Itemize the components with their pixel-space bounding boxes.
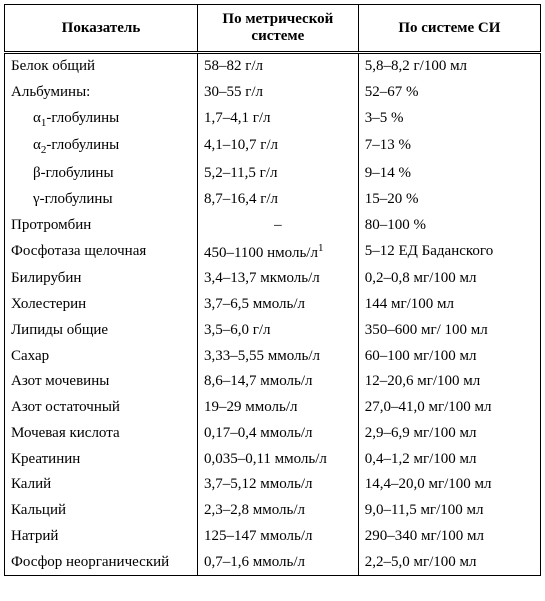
col-header-si: По системе СИ	[358, 5, 540, 53]
cell-indicator: Калий	[5, 472, 198, 498]
table-row: γ-глобулины8,7–16,4 г/л15–20 %	[5, 187, 541, 213]
cell-indicator: Мочевая кислота	[5, 421, 198, 447]
table-row: Натрий125–147 ммоль/л290–340 мг/100 мл	[5, 524, 541, 550]
cell-metric: 0,7–1,6 ммоль/л	[197, 550, 358, 576]
cell-indicator: Натрий	[5, 524, 198, 550]
cell-indicator: Кальций	[5, 498, 198, 524]
cell-si: 7–13 %	[358, 133, 540, 161]
cell-si: 0,4–1,2 мг/100 мл	[358, 447, 540, 473]
cell-indicator: Фосфор неорганический	[5, 550, 198, 576]
table-row: α1-глобулины1,7–4,1 г/л3–5 %	[5, 106, 541, 134]
table-row: Белок общий58–82 г/л5,8–8,2 г/100 мл	[5, 53, 541, 80]
table-row: Липиды общие3,5–6,0 г/л350–600 мг/ 100 м…	[5, 318, 541, 344]
table-row: Азот мочевины8,6–14,7 ммоль/л12–20,6 мг/…	[5, 369, 541, 395]
table-row: Азот остаточный19–29 ммоль/л27,0–41,0 мг…	[5, 395, 541, 421]
table-row: Калий3,7–5,12 ммоль/л14,4–20,0 мг/100 мл	[5, 472, 541, 498]
cell-indicator: Азот остаточный	[5, 395, 198, 421]
cell-metric: 8,6–14,7 ммоль/л	[197, 369, 358, 395]
col-header-metric: По метрической системе	[197, 5, 358, 53]
table-row: Кальций2,3–2,8 ммоль/л9,0–11,5 мг/100 мл	[5, 498, 541, 524]
cell-si: 350–600 мг/ 100 мл	[358, 318, 540, 344]
cell-indicator: α1-глобулины	[5, 106, 198, 134]
cell-metric: 3,7–6,5 ммоль/л	[197, 292, 358, 318]
cell-si: 5–12 ЕД Баданского	[358, 239, 540, 267]
cell-indicator: Сахар	[5, 344, 198, 370]
cell-metric: 0,17–0,4 ммоль/л	[197, 421, 358, 447]
table-row: Креатинин0,035–0,11 ммоль/л0,4–1,2 мг/10…	[5, 447, 541, 473]
cell-indicator: Холестерин	[5, 292, 198, 318]
cell-metric: 8,7–16,4 г/л	[197, 187, 358, 213]
cell-metric: 450–1100 нмоль/л1	[197, 239, 358, 267]
cell-metric: 3,5–6,0 г/л	[197, 318, 358, 344]
table-row: Билирубин3,4–13,7 мкмоль/л0,2–0,8 мг/100…	[5, 266, 541, 292]
table-row: Мочевая кислота0,17–0,4 ммоль/л2,9–6,9 м…	[5, 421, 541, 447]
cell-indicator: Билирубин	[5, 266, 198, 292]
cell-metric: 3,7–5,12 ммоль/л	[197, 472, 358, 498]
cell-indicator: Липиды общие	[5, 318, 198, 344]
reference-table: Показатель По метрической системе По сис…	[4, 4, 541, 576]
cell-indicator: Креатинин	[5, 447, 198, 473]
cell-metric: 2,3–2,8 ммоль/л	[197, 498, 358, 524]
cell-si: 27,0–41,0 мг/100 мл	[358, 395, 540, 421]
cell-metric: 0,035–0,11 ммоль/л	[197, 447, 358, 473]
table-row: Фосфор неорганический0,7–1,6 ммоль/л2,2–…	[5, 550, 541, 576]
cell-si: 60–100 мг/100 мл	[358, 344, 540, 370]
cell-metric: 5,2–11,5 г/л	[197, 161, 358, 187]
col-header-indicator: Показатель	[5, 5, 198, 53]
cell-si: 0,2–0,8 мг/100 мл	[358, 266, 540, 292]
cell-indicator: Белок общий	[5, 53, 198, 80]
cell-metric: 19–29 ммоль/л	[197, 395, 358, 421]
cell-si: 80–100 %	[358, 213, 540, 239]
cell-indicator: Протромбин	[5, 213, 198, 239]
cell-si: 15–20 %	[358, 187, 540, 213]
cell-si: 144 мг/100 мл	[358, 292, 540, 318]
cell-indicator: β-глобулины	[5, 161, 198, 187]
cell-si: 9,0–11,5 мг/100 мл	[358, 498, 540, 524]
cell-indicator: Альбумины:	[5, 80, 198, 106]
cell-metric: 1,7–4,1 г/л	[197, 106, 358, 134]
table-row: α2-глобулины4,1–10,7 г/л7–13 %	[5, 133, 541, 161]
cell-metric: 30–55 г/л	[197, 80, 358, 106]
cell-si: 9–14 %	[358, 161, 540, 187]
table-row: β-глобулины5,2–11,5 г/л9–14 %	[5, 161, 541, 187]
cell-si: 52–67 %	[358, 80, 540, 106]
cell-metric: 58–82 г/л	[197, 53, 358, 80]
cell-metric: 125–147 ммоль/л	[197, 524, 358, 550]
cell-si: 5,8–8,2 г/100 мл	[358, 53, 540, 80]
table-header: Показатель По метрической системе По сис…	[5, 5, 541, 53]
table-row: Альбумины:30–55 г/л52–67 %	[5, 80, 541, 106]
cell-metric: 3,33–5,55 ммоль/л	[197, 344, 358, 370]
cell-indicator: Азот мочевины	[5, 369, 198, 395]
table-body: Белок общий58–82 г/л5,8–8,2 г/100 млАльб…	[5, 53, 541, 576]
table-row: Фосфотаза щелочная450–1100 нмоль/л15–12 …	[5, 239, 541, 267]
cell-metric: 3,4–13,7 мкмоль/л	[197, 266, 358, 292]
cell-indicator: α2-глобулины	[5, 133, 198, 161]
cell-si: 12–20,6 мг/100 мл	[358, 369, 540, 395]
cell-metric: –	[197, 213, 358, 239]
table-row: Холестерин3,7–6,5 ммоль/л144 мг/100 мл	[5, 292, 541, 318]
cell-si: 2,9–6,9 мг/100 мл	[358, 421, 540, 447]
cell-indicator: γ-глобулины	[5, 187, 198, 213]
cell-si: 3–5 %	[358, 106, 540, 134]
cell-metric: 4,1–10,7 г/л	[197, 133, 358, 161]
cell-si: 14,4–20,0 мг/100 мл	[358, 472, 540, 498]
cell-si: 2,2–5,0 мг/100 мл	[358, 550, 540, 576]
table-row: Протромбин–80–100 %	[5, 213, 541, 239]
cell-indicator: Фосфотаза щелочная	[5, 239, 198, 267]
table-row: Сахар3,33–5,55 ммоль/л60–100 мг/100 мл	[5, 344, 541, 370]
cell-si: 290–340 мг/100 мл	[358, 524, 540, 550]
